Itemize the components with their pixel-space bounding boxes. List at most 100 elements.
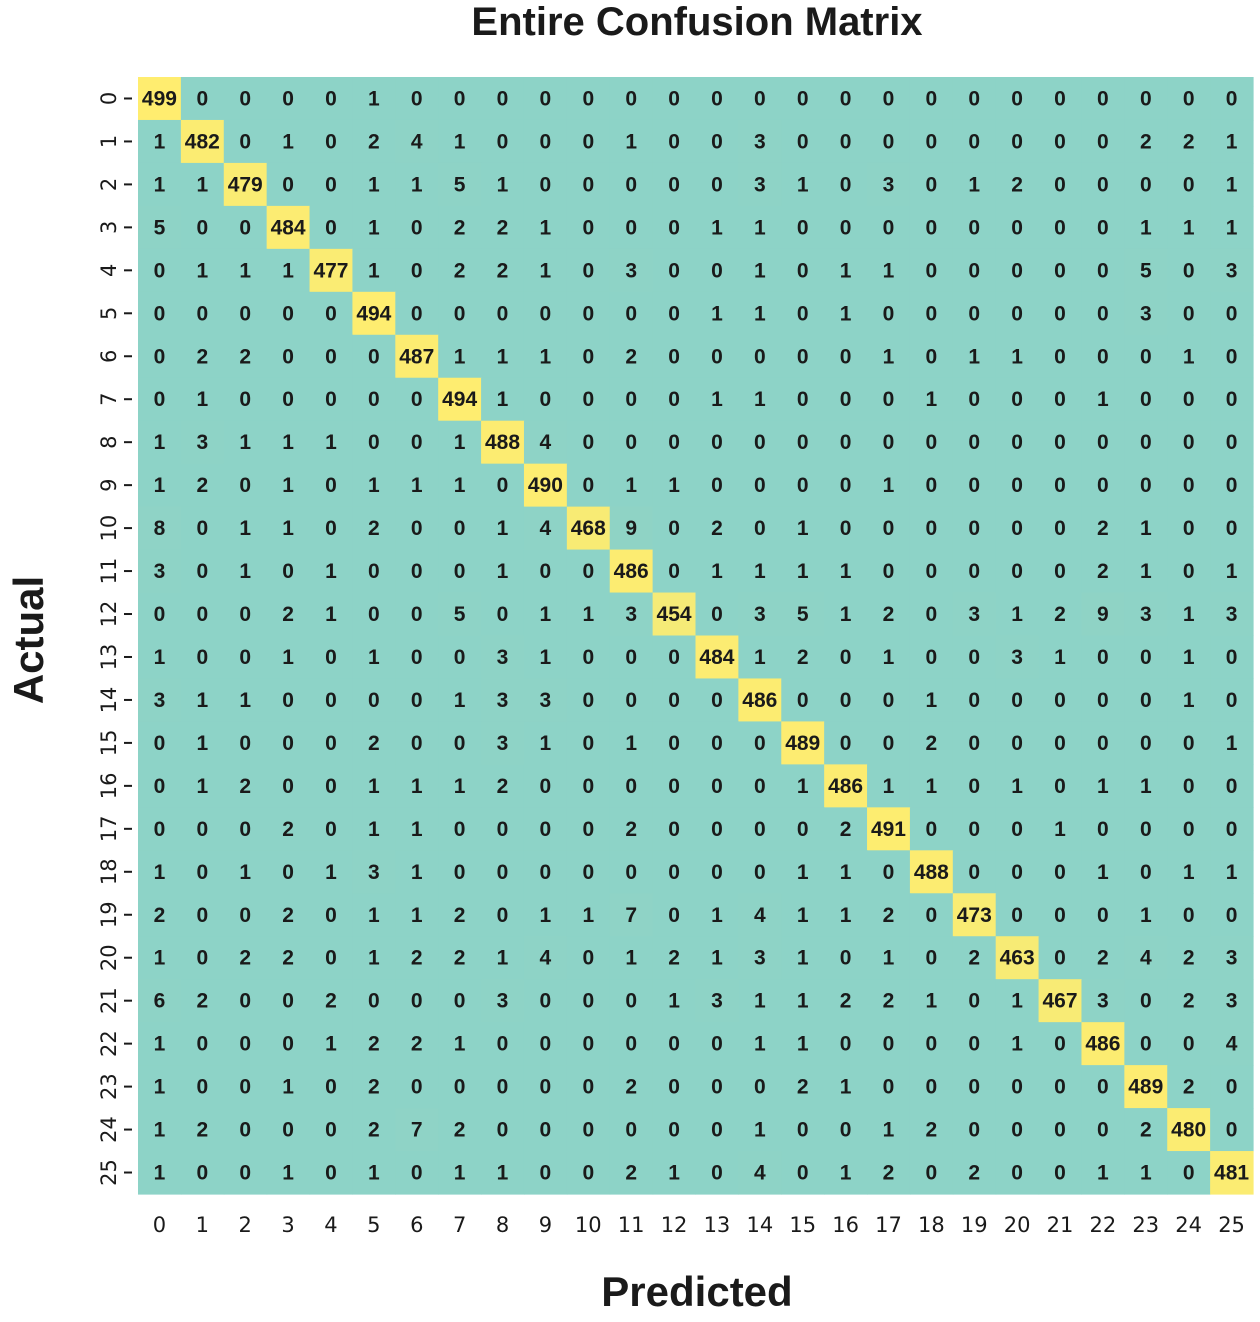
- cell-value-label: 489: [785, 732, 820, 755]
- cell-value-label: 0: [1140, 689, 1152, 712]
- heatmap-cell: [909, 334, 954, 379]
- heatmap-cell: [952, 463, 997, 508]
- cell-value-label: 1: [1140, 560, 1152, 583]
- heatmap-cell: [867, 291, 911, 336]
- heatmap-cell: [1081, 721, 1125, 765]
- cell-value-label: 0: [968, 689, 980, 712]
- cell-value-label: 0: [1183, 904, 1195, 927]
- heatmap-cell: [995, 592, 1040, 637]
- cell-value-label: 0: [754, 345, 766, 368]
- cell-value-label: 0: [1054, 388, 1066, 411]
- heatmap-cell: [1081, 979, 1125, 1023]
- cell-value-label: 2: [454, 259, 466, 282]
- cell-value-label: 0: [754, 861, 766, 884]
- cell-value-label: 0: [582, 345, 594, 368]
- cell-value-label: 0: [926, 173, 938, 196]
- heatmap-cell: [138, 549, 182, 594]
- cell-value-label: 0: [968, 130, 980, 153]
- cell-value-label: 0: [1097, 818, 1109, 841]
- cell-value-label: 0: [368, 345, 380, 368]
- heatmap-cell: [223, 764, 268, 808]
- cell-value-label: 2: [454, 216, 466, 239]
- heatmap-cell: [523, 77, 568, 121]
- heatmap-cell: [180, 205, 225, 250]
- heatmap-cell: [609, 506, 654, 551]
- cell-value-label: 2: [625, 818, 637, 841]
- cell-value-label: 1: [282, 1076, 294, 1099]
- heatmap-cell: [952, 119, 997, 164]
- heatmap-cell: [352, 1108, 396, 1152]
- cell-value-label: 1: [154, 474, 166, 497]
- cell-value-label: 0: [625, 87, 637, 110]
- cell-value-label: 481: [1214, 1162, 1249, 1185]
- heatmap-cell: [738, 205, 782, 250]
- heatmap-cell: [952, 893, 997, 937]
- cell-value-label: 1: [411, 861, 423, 884]
- cell-value-label: 0: [239, 732, 251, 755]
- heatmap-cell: [481, 248, 525, 293]
- heatmap-cell: [1167, 1151, 1211, 1195]
- x-tick-label: 6: [410, 1213, 423, 1237]
- cell-value-label: 0: [1011, 474, 1023, 497]
- cell-value-label: 1: [540, 732, 552, 755]
- cell-value-label: 494: [442, 388, 477, 411]
- y-tick-label: 8: [97, 435, 121, 448]
- x-tick-label: 20: [1004, 1213, 1031, 1237]
- heatmap-cell: [995, 248, 1040, 293]
- cell-value-label: 0: [1054, 431, 1066, 454]
- heatmap-cell: [1081, 592, 1125, 637]
- heatmap-cell: [266, 1108, 311, 1152]
- cell-value-label: 0: [625, 1033, 637, 1056]
- heatmap-cell: [909, 1022, 954, 1066]
- heatmap-cell: [695, 1022, 739, 1066]
- y-tick-label: 11: [97, 558, 121, 585]
- cell-value-label: 0: [239, 1033, 251, 1056]
- cell-value-label: 0: [325, 1119, 337, 1142]
- cell-value-label: 0: [668, 775, 680, 798]
- cell-value-label: 0: [1097, 87, 1109, 110]
- chart-title: Entire Confusion Matrix: [471, 0, 922, 44]
- heatmap-cell: [867, 721, 911, 765]
- cell-value-label: 1: [239, 259, 251, 282]
- heatmap-cell: [138, 1022, 182, 1066]
- heatmap-cell: [438, 162, 482, 207]
- heatmap-cell: [824, 1065, 868, 1109]
- cell-value-label: 0: [325, 345, 337, 368]
- cell-value-label: 0: [711, 431, 723, 454]
- cell-value-label: 1: [754, 302, 766, 325]
- x-tick-labels: 0 1 2 3 4 5 6 7 8 9 10 11 12 13 14 15 16 17 18 19 20 21 22 23 24…: [153, 1213, 1245, 1237]
- cell-value-label: 3: [754, 130, 766, 153]
- cell-value-label: 0: [325, 517, 337, 540]
- cell-value-label: 0: [540, 560, 552, 583]
- heatmap-cell: [995, 721, 1040, 765]
- cell-value-label: 1: [883, 947, 895, 970]
- cell-value-label: 0: [840, 87, 852, 110]
- cell-value-label: 0: [625, 646, 637, 669]
- cell-value-label: 0: [711, 87, 723, 110]
- cell-value-label: 486: [614, 560, 649, 583]
- cell-value-label: 2: [454, 1119, 466, 1142]
- cell-value-label: 0: [968, 474, 980, 497]
- cell-value-label: 2: [797, 1076, 809, 1099]
- cell-value-label: 1: [840, 904, 852, 927]
- heatmap-cell: [1210, 1022, 1254, 1066]
- cell-value-label: 468: [571, 517, 606, 540]
- heatmap-cell: [781, 678, 825, 723]
- cell-value-label: 0: [668, 517, 680, 540]
- heatmap-cell: [1167, 1022, 1211, 1066]
- cell-value-label: 1: [968, 345, 980, 368]
- cell-value-label: 0: [1140, 1033, 1152, 1056]
- y-tick-label: 5: [97, 307, 121, 320]
- cell-value-label: 0: [454, 646, 466, 669]
- cell-value-label: 0: [411, 1162, 423, 1185]
- heatmap-cell: [266, 377, 311, 422]
- heatmap-cell: [523, 979, 568, 1023]
- cell-value-label: 477: [313, 259, 348, 282]
- heatmap-cell: [223, 979, 268, 1023]
- cell-value-label: 1: [282, 259, 294, 282]
- heatmap-cell: [867, 807, 911, 851]
- heatmap-cell: [609, 936, 654, 980]
- heatmap-cell: [395, 119, 439, 164]
- heatmap-cell: [781, 893, 825, 937]
- heatmap-cell: [352, 77, 396, 121]
